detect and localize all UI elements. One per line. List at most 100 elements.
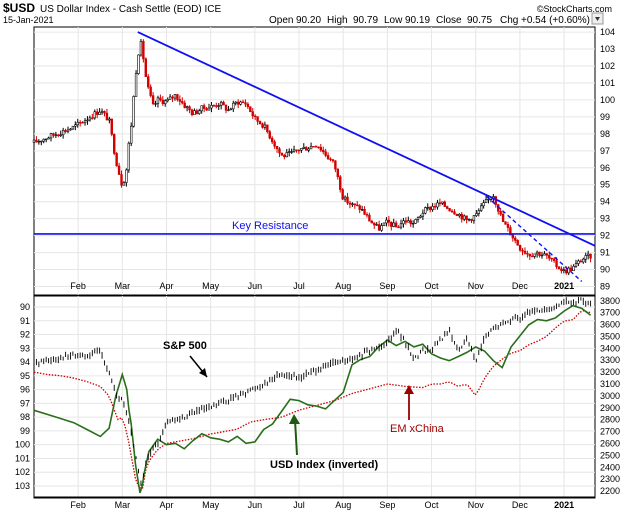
usd-candle-body <box>74 124 77 127</box>
bottom-right-tick-label: 3500 <box>600 331 620 341</box>
usd-candle-body <box>543 253 546 256</box>
usd-candle-body <box>360 209 364 211</box>
bottom-x-tick-label: Aug <box>335 500 351 510</box>
usd-candle-body <box>586 253 590 256</box>
usd-candle-body <box>249 106 252 113</box>
usd-candle-body <box>149 86 152 96</box>
usd-candle-body <box>100 110 104 113</box>
usd-candle-body <box>105 112 109 121</box>
bottom-x-tick-label: May <box>202 500 220 510</box>
usd-inverted-label: USD Index (inverted) <box>270 459 379 471</box>
usd-candle-body <box>470 218 473 221</box>
usd-candle-body <box>545 253 549 256</box>
usd-candle-body <box>567 267 570 274</box>
usd-candle-body <box>288 151 291 153</box>
usd-candle-body <box>227 109 230 111</box>
usd-candle-body <box>324 151 327 156</box>
top-panel-y-axis: 89 90 91 92 93 94 95 96 97 98 99 100 101 102 103 104 <box>600 27 615 291</box>
usd-candle-body <box>373 222 376 226</box>
usd-candle-body <box>185 106 189 108</box>
usd-candle-body <box>159 97 162 101</box>
usd-candle-body <box>341 189 344 200</box>
usd-candle-body <box>516 240 519 246</box>
usd-candle-body <box>37 140 41 143</box>
usd-candle-body <box>431 206 434 210</box>
usd-candle-body <box>273 141 276 147</box>
top-y-tick-label: 90 <box>600 265 610 275</box>
usd-candle-body <box>88 117 92 121</box>
usd-candle-body <box>147 76 150 88</box>
usd-candle-body <box>44 138 48 141</box>
usd-candle-body <box>574 263 578 267</box>
dropdown-icon[interactable] <box>591 12 604 25</box>
usd-candle-body <box>387 219 391 223</box>
top-x-tick-label: Sep <box>379 281 395 291</box>
usd-candle-body <box>210 105 213 109</box>
usd-candle-body <box>232 102 235 110</box>
usd-candle-body <box>241 101 245 104</box>
top-y-tick-label: 94 <box>600 197 610 207</box>
usd-candle-body <box>117 165 121 175</box>
usd-candle-body <box>351 203 354 205</box>
usd-candle-body <box>414 219 417 224</box>
top-y-tick-label: 98 <box>600 129 610 139</box>
usd-candle-body <box>35 139 38 143</box>
bottom-left-tick-label: 103 <box>15 481 30 491</box>
usd-candle-body <box>409 220 412 225</box>
bottom-right-tick-label: 3600 <box>600 320 620 330</box>
usd-candle-body <box>290 151 293 153</box>
usd-candle-body <box>511 234 515 239</box>
usd-candle-body <box>584 255 587 260</box>
usd-candle-body <box>246 103 250 107</box>
usd-candle-body <box>392 222 395 227</box>
chart-header: $USD US Dollar Index - Cash Settle (EOD)… <box>3 1 612 26</box>
usd-candle-body <box>433 206 437 208</box>
usd-candle-body <box>438 202 442 204</box>
usd-candle-body <box>195 110 199 114</box>
bottom-left-tick-label: 97 <box>20 398 30 408</box>
usd-candle-body <box>295 149 298 151</box>
usd-candle-body <box>309 146 313 150</box>
usd-candle-body <box>256 116 259 122</box>
usd-candle-body <box>268 131 271 139</box>
usd-candle-body <box>32 139 36 143</box>
usd-candle-body <box>52 133 55 136</box>
quote-open-label: Open <box>269 15 293 26</box>
usd-candle-body <box>382 222 386 226</box>
bottom-left-tick-label: 94 <box>20 357 30 367</box>
bottom-right-tick-label: 3100 <box>600 379 620 389</box>
usd-candle-body <box>426 207 429 209</box>
usd-candle-body <box>421 212 425 217</box>
usd-candle-body <box>54 134 58 136</box>
top-y-tick-label: 97 <box>600 146 610 156</box>
usd-candle-body <box>475 213 478 217</box>
usd-candle-body <box>557 266 561 270</box>
usd-candle-body <box>416 217 420 220</box>
usd-candle-body <box>314 146 318 148</box>
usd-candle-body <box>49 133 53 139</box>
usd-candle-body <box>326 155 330 160</box>
usd-candle-body <box>156 97 160 104</box>
usd-candle-body <box>458 214 461 217</box>
usd-candle-body <box>253 115 257 118</box>
usd-candle-body <box>565 269 568 274</box>
bottom-left-tick-label: 96 <box>20 385 30 395</box>
top-x-tick-label: Jun <box>248 281 263 291</box>
bottom-right-tick-label: 2400 <box>600 462 620 472</box>
quote-chg-label: Chg <box>500 15 518 26</box>
usd-candle-body <box>139 40 143 56</box>
usd-candle-body <box>375 224 378 226</box>
top-panel-frame <box>33 26 596 296</box>
usd-candle-body <box>419 215 422 218</box>
usd-candle-body <box>467 218 471 221</box>
usd-candle-body <box>222 101 225 106</box>
usd-candle-body <box>261 123 264 128</box>
bottom-right-tick-label: 3700 <box>600 308 620 318</box>
top-y-tick-label: 102 <box>600 61 615 71</box>
usd-candle-body <box>346 196 349 204</box>
bottom-right-tick-label: 2500 <box>600 450 620 460</box>
sp500-arrow-head <box>199 368 207 377</box>
quote-low-label: Low <box>384 15 403 26</box>
usd-candle-body <box>178 99 182 102</box>
